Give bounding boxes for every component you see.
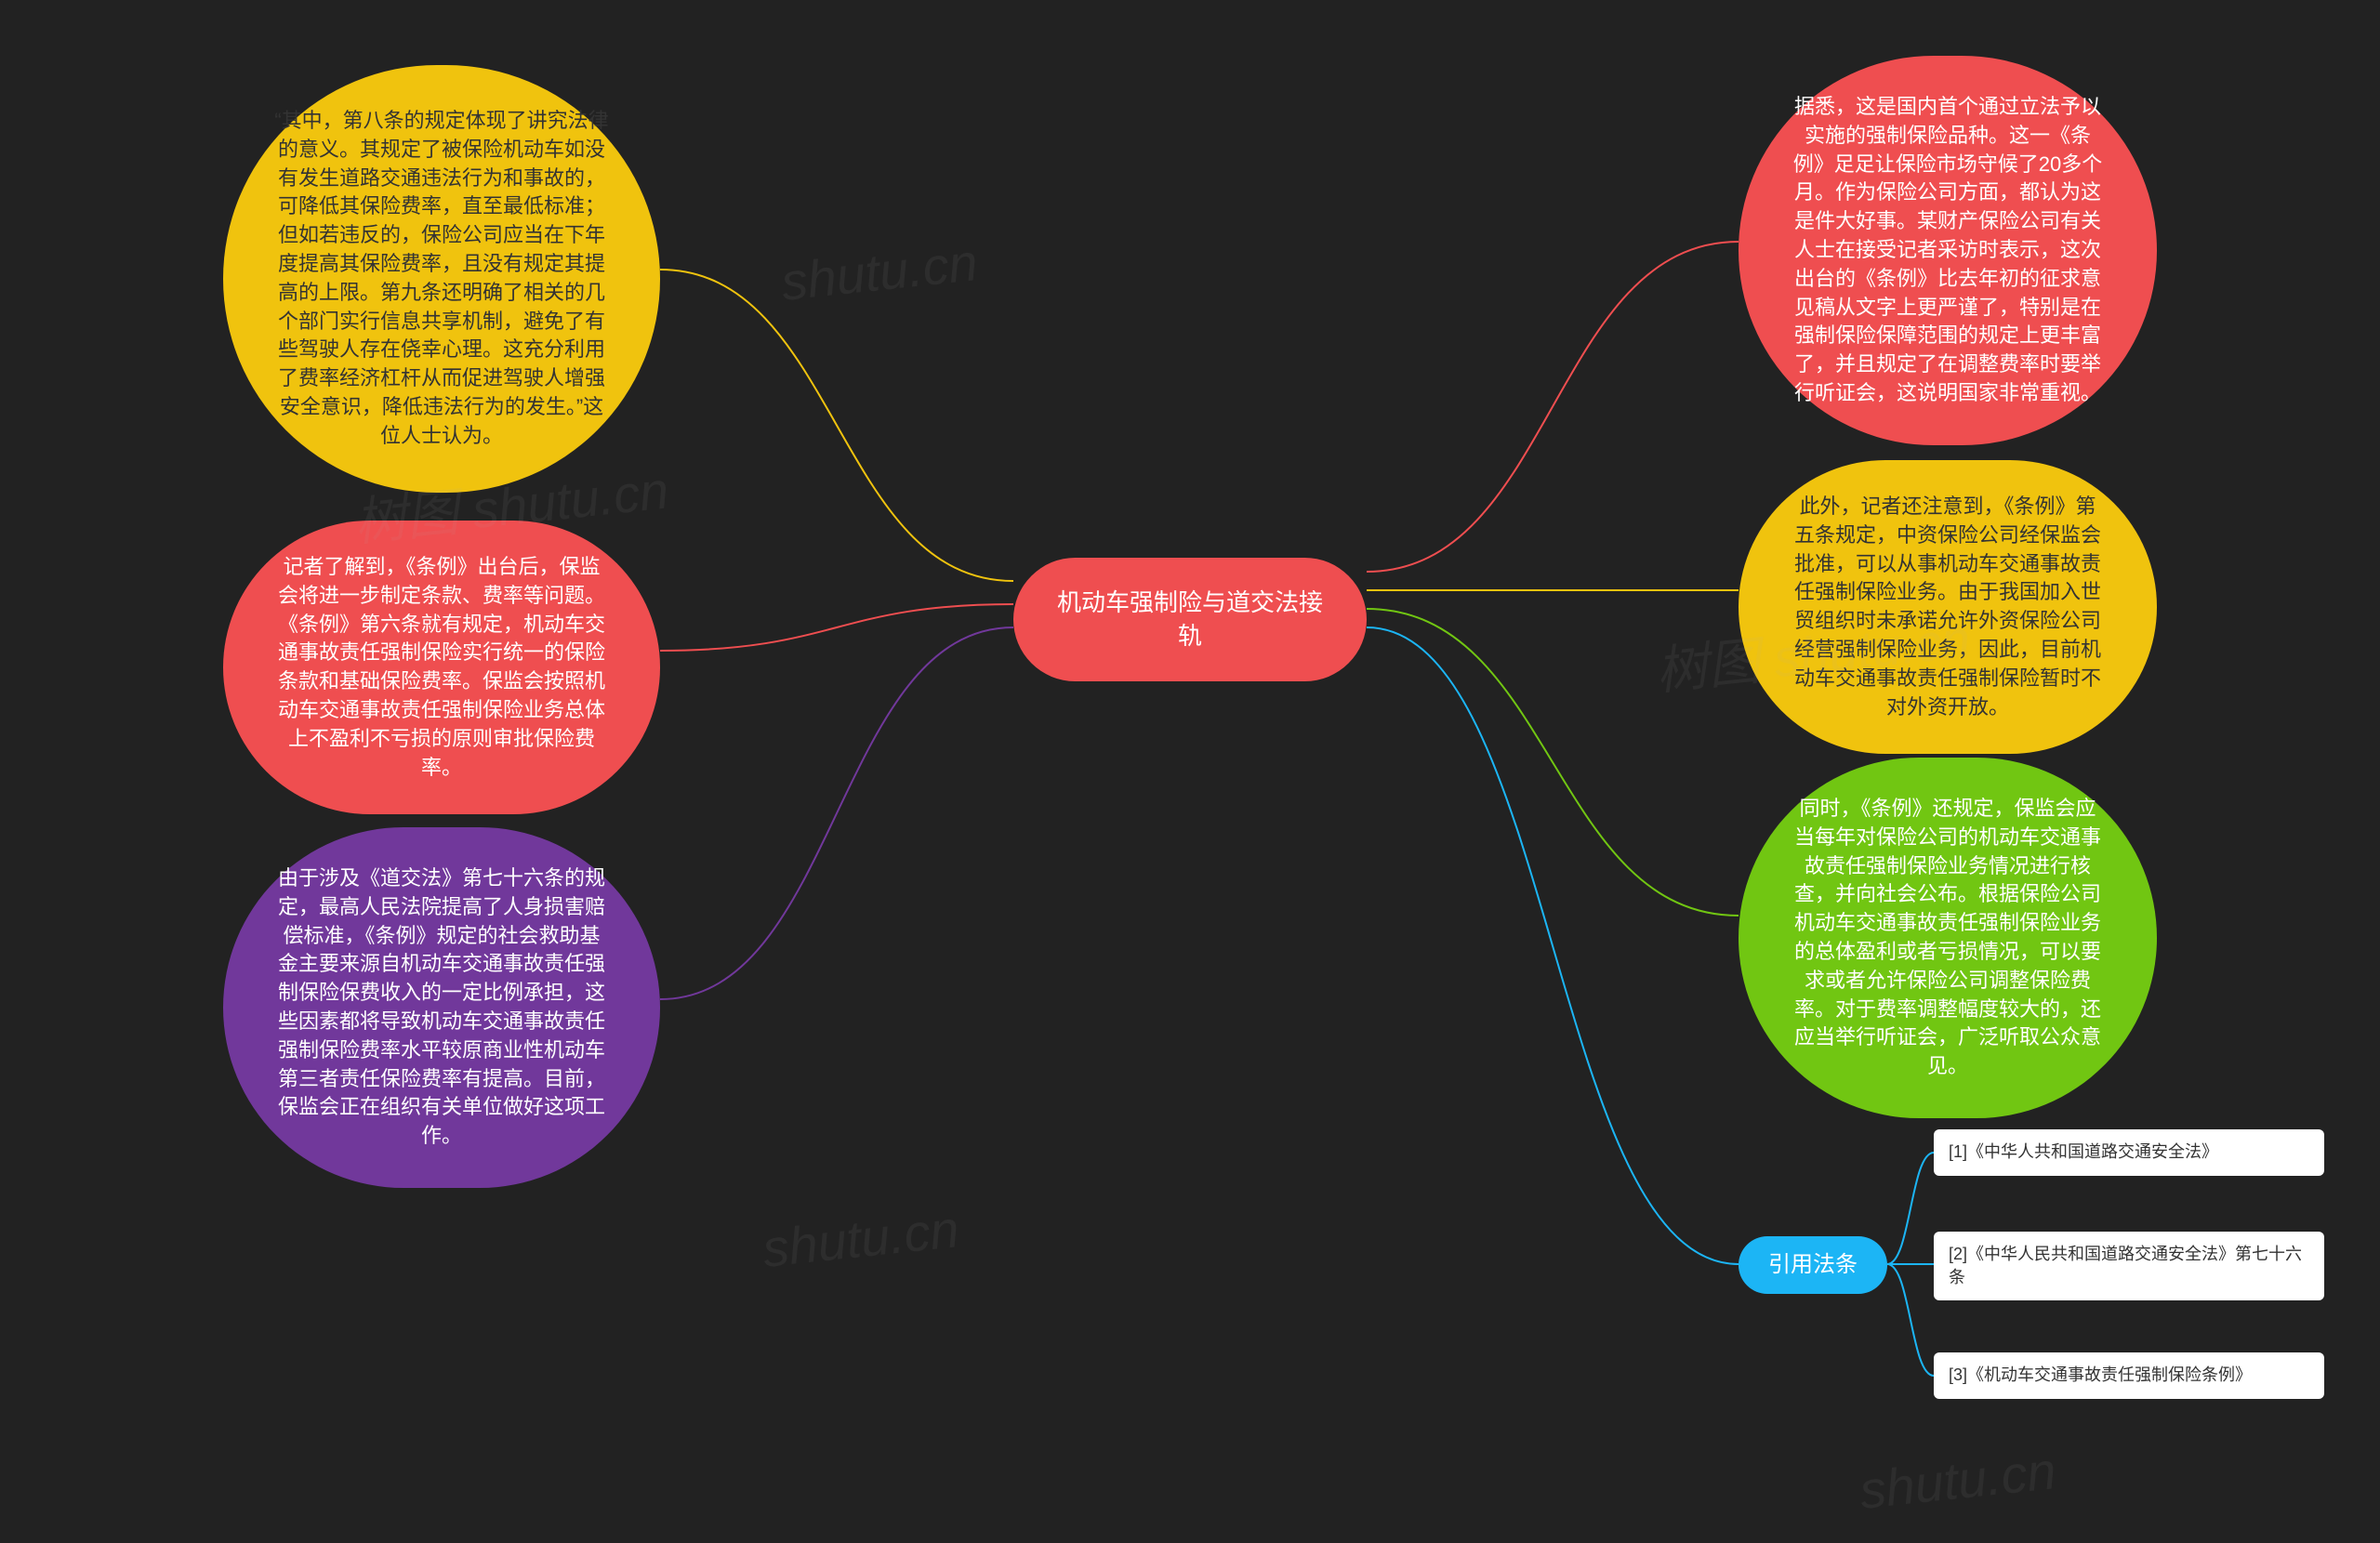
node-text: 记者了解到，《条例》出台后，保监会将进一步制定条款、费率等问题。《条例》第六条就…	[274, 553, 609, 782]
watermark: shutu.cn	[778, 231, 980, 312]
edge	[1887, 1153, 1934, 1264]
watermark: shutu.cn	[1857, 1440, 2058, 1521]
node-l1[interactable]: “其中，第八条的规定体现了讲究法律的意义。其规定了被保险机动车如没有发生道路交通…	[223, 65, 660, 493]
node-l3[interactable]: 由于涉及《道交法》第七十六条的规定，最高人民法院提高了人身损害赔偿标准，《条例》…	[223, 827, 660, 1188]
node-r4c[interactable]: [3]《机动车交通事故责任强制保险条例》	[1934, 1352, 2324, 1399]
node-r3[interactable]: 同时，《条例》还规定，保监会应当每年对保险公司的机动车交通事故责任强制保险业务情…	[1739, 758, 2157, 1118]
node-text: “其中，第八条的规定体现了讲究法律的意义。其规定了被保险机动车如没有发生道路交通…	[274, 107, 609, 451]
node-r2[interactable]: 此外，记者还注意到，《条例》第五条规定，中资保险公司经保监会批准，可以从事机动车…	[1739, 460, 2157, 754]
node-text: 同时，《条例》还规定，保监会应当每年对保险公司的机动车交通事故责任强制保险业务情…	[1790, 795, 2106, 1081]
node-text: 由于涉及《道交法》第七十六条的规定，最高人民法院提高了人身损害赔偿标准，《条例》…	[274, 864, 609, 1151]
edge	[660, 270, 1013, 581]
edge	[1367, 609, 1739, 916]
node-text: [3]《机动车交通事故责任强制保险条例》	[1949, 1364, 2252, 1387]
node-r4b[interactable]: [2]《中华人民共和国道路交通安全法》第七十六条	[1934, 1232, 2324, 1300]
watermark: shutu.cn	[760, 1198, 961, 1279]
node-r1[interactable]: 据悉，这是国内首个通过立法予以实施的强制保险品种。这一《条例》足足让保险市场守候…	[1739, 56, 2157, 445]
edge	[660, 627, 1013, 999]
edge	[1367, 242, 1739, 572]
mindmap-canvas: 机动车强制险与道交法接轨 据悉，这是国内首个通过立法予以实施的强制保险品种。这一《…	[0, 0, 2380, 1543]
node-text: 据悉，这是国内首个通过立法予以实施的强制保险品种。这一《条例》足足让保险市场守候…	[1790, 93, 2106, 408]
node-text: 引用法条	[1768, 1249, 1858, 1281]
node-r4[interactable]: 引用法条	[1739, 1236, 1887, 1294]
node-text: [2]《中华人民共和国道路交通安全法》第七十六条	[1949, 1243, 2309, 1289]
edge	[1887, 1264, 1934, 1376]
node-text: 机动车强制险与道交法接轨	[1051, 586, 1329, 653]
edge	[1367, 627, 1739, 1264]
node-root[interactable]: 机动车强制险与道交法接轨	[1013, 558, 1367, 681]
edge	[660, 604, 1013, 651]
node-text: 此外，记者还注意到，《条例》第五条规定，中资保险公司经保监会批准，可以从事机动车…	[1790, 493, 2106, 721]
node-r4a[interactable]: [1]《中华人共和国道路交通安全法》	[1934, 1129, 2324, 1176]
node-l2[interactable]: 记者了解到，《条例》出台后，保监会将进一步制定条款、费率等问题。《条例》第六条就…	[223, 521, 660, 814]
node-text: [1]《中华人共和国道路交通安全法》	[1949, 1141, 2218, 1164]
